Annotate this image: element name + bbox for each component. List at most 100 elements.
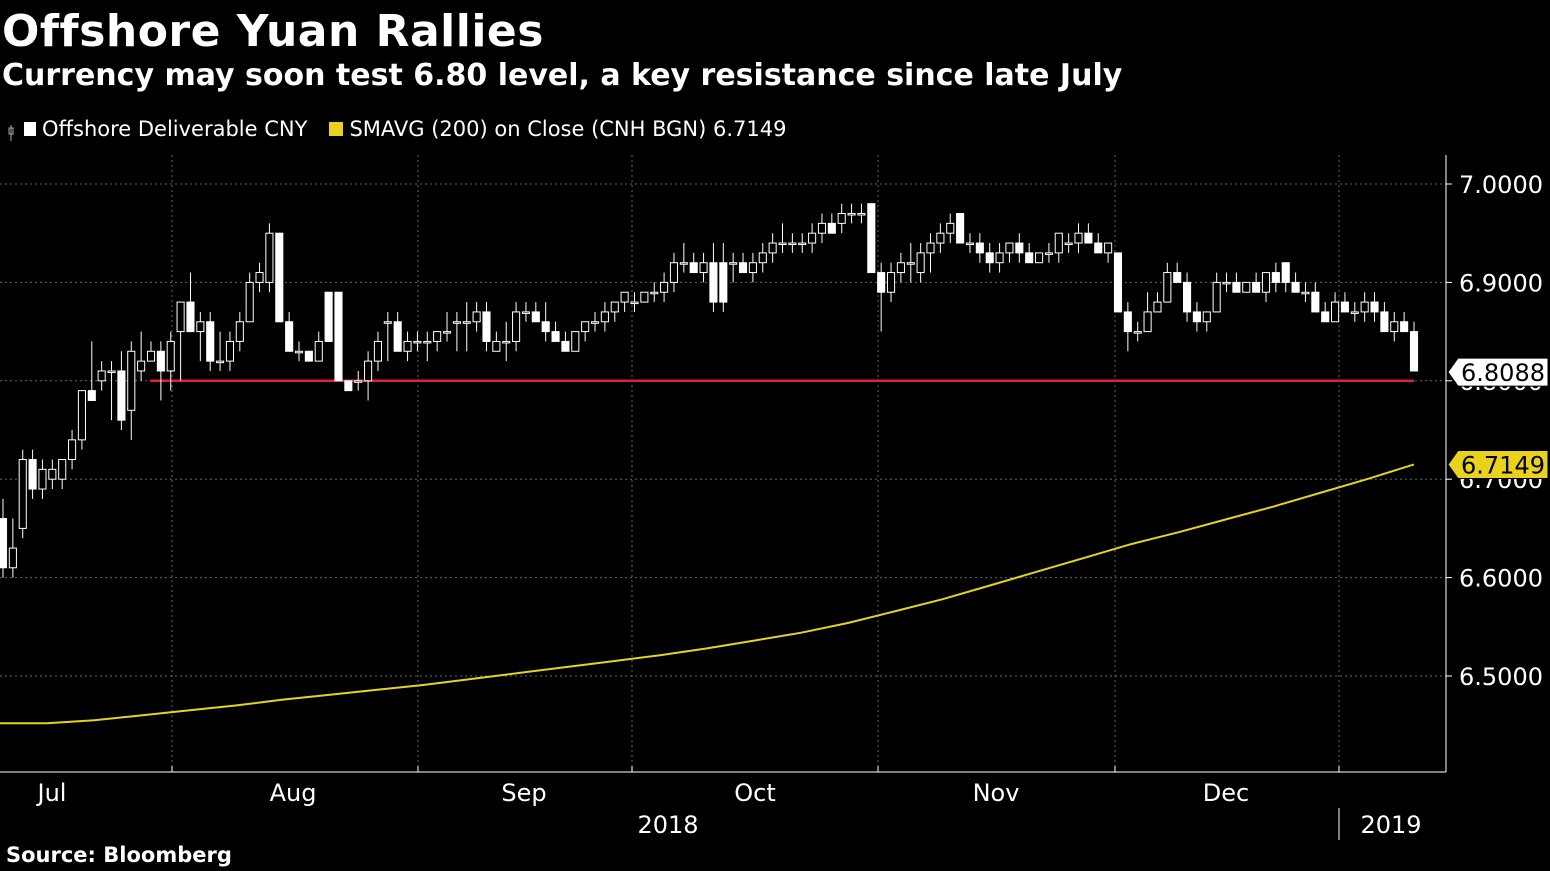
candle-body [936,232,945,244]
candle-body [689,262,698,274]
candle-body [512,311,521,342]
candle-body [433,331,442,342]
candle-body [827,222,836,234]
sma-value-tag-box [1447,450,1549,480]
x-axis: Jul Aug Sep Oct Nov Dec 2018 2019 [0,766,1446,840]
candle-body [452,321,461,324]
candle-body [502,340,511,344]
candle-body [166,340,175,372]
candle-body [492,340,501,352]
candle-body [1400,321,1409,333]
candle-body [1044,252,1053,255]
candle-body [127,350,136,411]
x-month-label: Sep [501,779,546,807]
candle-body [1281,262,1290,283]
candle-body [1340,301,1349,313]
legend-label-candles: Offshore Deliverable CNY [42,117,308,141]
candle-body [581,321,590,333]
legend-item-sma: SMAVG (200) on Close (CNH BGN) 6.7149 [329,117,786,141]
candle-body [1153,301,1162,313]
candle-body [561,340,570,352]
candle-body [393,321,402,352]
candle-body [985,252,994,264]
candle-body [1390,321,1399,333]
candle-body [1222,281,1231,285]
candle-body [344,380,353,392]
candle-body [571,331,580,352]
candle-body [926,242,935,254]
candle-body [531,311,540,323]
candle-body [1163,272,1172,303]
x-month-label: Jul [36,779,67,807]
candle-body [847,213,856,216]
yellow-square-icon [329,122,344,136]
legend-label-sma: SMAVG (200) on Close (CNH BGN) 6.7149 [349,117,787,141]
candle-body [216,360,225,364]
sma-value-tag: 6.7149 [1447,450,1549,480]
candle-body [334,291,343,382]
candle-body [442,331,452,334]
candle-body [867,203,876,274]
candle-body [768,242,777,254]
candle-body [1025,252,1034,264]
candle-body [729,262,738,265]
candle-body [225,340,234,362]
candle-body [906,262,915,265]
candle-body [1123,311,1132,333]
candle-body [423,340,432,344]
candle-body [285,321,294,352]
candle-body [896,262,905,274]
last-price-tag-text: 6.8088 [1461,359,1545,387]
candle-body [1271,272,1280,283]
candle-body [521,311,531,314]
x-month-label: Nov [973,779,1020,807]
candle-body [837,213,846,224]
candle-body [1261,272,1271,293]
candle-body [1232,281,1241,293]
candle-body [956,213,965,244]
candle-body [18,459,27,529]
candle-body [1331,301,1340,323]
candle-body [48,468,57,480]
candle-body [709,262,718,303]
candle-body [156,350,165,372]
candle-body [610,301,619,313]
candle-body [1183,281,1192,313]
candle-body [314,340,323,362]
candle-body [146,350,156,362]
candle-body [97,370,106,382]
x-year-label: 2019 [1360,811,1421,839]
candle-body [275,232,284,323]
candle-body [669,262,679,283]
candle-body [1242,281,1251,293]
candle-body [383,321,392,324]
y-tick-label: 6.5000 [1459,663,1543,691]
candle-body [38,468,47,490]
candle-body [1015,242,1024,254]
candle-body [1064,242,1073,246]
candle-body [176,301,185,333]
candle-body [1321,311,1330,323]
sma-line [0,463,1415,725]
candle-body [265,232,274,283]
candle-body [551,331,560,342]
candle-body [946,222,955,234]
candle-body [1350,311,1359,314]
candle-body [1084,232,1093,244]
y-tick-label: 6.9000 [1459,269,1543,297]
y-tick-label: 6.6000 [1459,565,1543,593]
candle-body [650,291,659,295]
candle-body [1252,281,1261,293]
sma-value-tag-text: 6.7149 [1461,452,1545,480]
candle-body [857,213,866,216]
source-note: Source: Bloomberg [6,843,232,867]
candle-body [660,281,669,293]
candle-body [1074,232,1083,244]
candle-body [403,340,412,352]
candle-body [186,301,195,333]
candle-body [679,262,688,265]
candle-body [1143,311,1152,333]
candle-body [1291,281,1300,293]
